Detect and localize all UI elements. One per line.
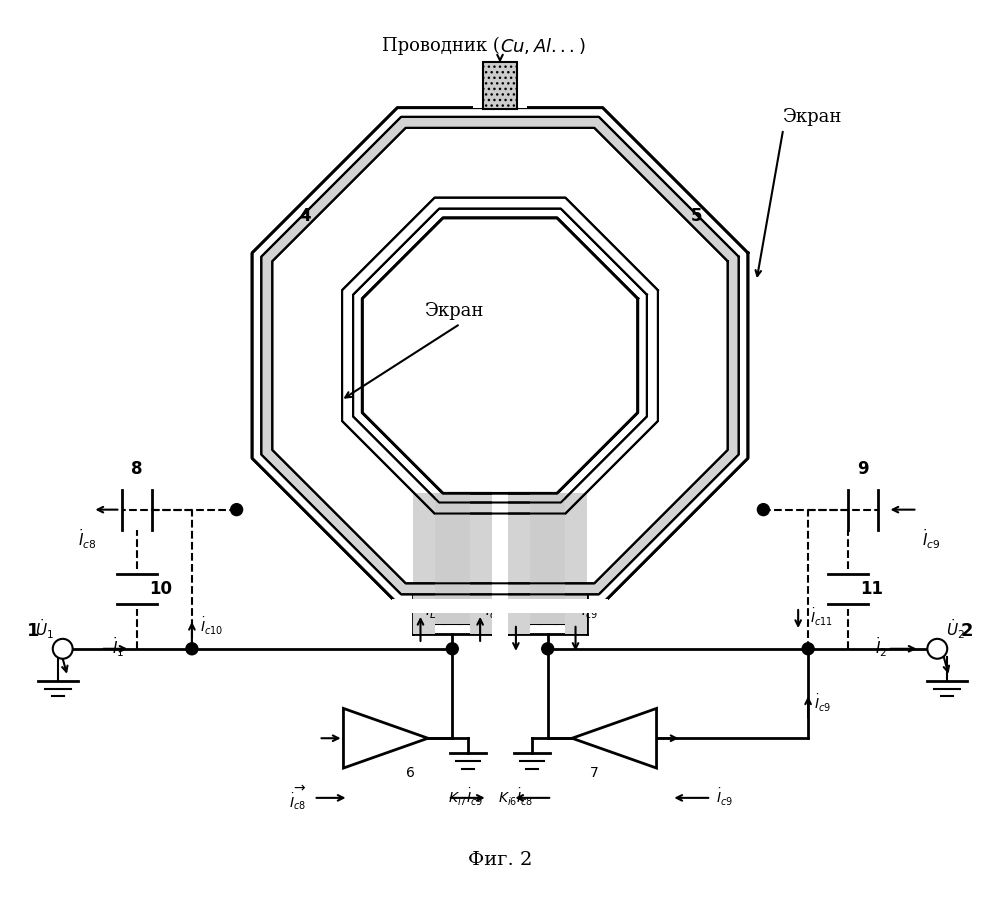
Text: 3: 3 — [554, 529, 565, 547]
Polygon shape — [343, 709, 428, 768]
Polygon shape — [508, 493, 530, 634]
Polygon shape — [272, 128, 728, 584]
Text: 2: 2 — [961, 622, 973, 640]
Text: $\dot{I}_{c8}$: $\dot{I}_{c8}$ — [78, 528, 97, 551]
Polygon shape — [492, 483, 508, 673]
Text: $K_{i7}\dot{I}_{c9}$: $K_{i7}\dot{I}_{c9}$ — [448, 787, 483, 808]
Polygon shape — [413, 493, 435, 634]
Text: 10: 10 — [149, 580, 172, 598]
Text: $Cu, Al...$): $Cu, Al...$) — [500, 35, 586, 55]
Text: $\dot{I}_2$: $\dot{I}_2$ — [875, 635, 888, 659]
Text: 11: 11 — [860, 580, 883, 598]
Text: 6: 6 — [406, 766, 414, 780]
Text: Экран: Экран — [425, 302, 485, 319]
Text: Экран: Экран — [783, 108, 843, 126]
Polygon shape — [342, 197, 658, 513]
Text: $\dot{I}_{c10}$: $\dot{I}_{c10}$ — [200, 616, 223, 637]
Polygon shape — [392, 598, 608, 614]
Polygon shape — [470, 493, 492, 634]
Text: $\dot{U}_2$: $\dot{U}_2$ — [946, 617, 965, 641]
Circle shape — [927, 639, 947, 659]
Text: 9: 9 — [857, 460, 869, 478]
Text: 3: 3 — [458, 529, 470, 547]
Text: $+K_{i6}$: $+K_{i6}$ — [362, 720, 390, 736]
Polygon shape — [261, 117, 739, 595]
Polygon shape — [353, 209, 647, 502]
Text: 4: 4 — [300, 207, 311, 225]
Polygon shape — [565, 493, 587, 634]
Text: $\dot{I}_{c11}$: $\dot{I}_{c11}$ — [810, 606, 833, 627]
Text: Фиг. 2: Фиг. 2 — [468, 852, 532, 870]
Circle shape — [53, 639, 73, 659]
Text: $\dot{I}_{c9}$: $\dot{I}_{c9}$ — [716, 787, 733, 808]
Circle shape — [802, 643, 814, 654]
Polygon shape — [435, 493, 470, 624]
Polygon shape — [530, 493, 565, 624]
Text: $\dot{I}_{L}$: $\dot{I}_{L}$ — [496, 597, 508, 621]
Text: $\dot{U}_1$: $\dot{U}_1$ — [35, 617, 54, 641]
Text: 5: 5 — [691, 207, 702, 225]
Text: 1: 1 — [27, 622, 39, 640]
Circle shape — [542, 643, 554, 654]
Text: Проводник (: Проводник ( — [382, 36, 500, 54]
Text: 7: 7 — [589, 766, 598, 780]
Circle shape — [231, 504, 243, 516]
Polygon shape — [572, 709, 657, 768]
Text: $\dot{I}_{c9}$: $\dot{I}_{c9}$ — [922, 528, 941, 551]
Text: $\dot{I}_{L}$: $\dot{I}_{L}$ — [425, 597, 437, 621]
Polygon shape — [483, 62, 517, 110]
Text: $\overrightarrow{\dot{I}_{c8}}$: $\overrightarrow{\dot{I}_{c8}}$ — [289, 784, 306, 813]
Circle shape — [757, 504, 769, 516]
Text: $\dot{I}_1$: $\dot{I}_1$ — [112, 635, 125, 659]
Text: $+K_{i7}$: $+K_{i7}$ — [610, 720, 638, 736]
Polygon shape — [272, 128, 728, 584]
Text: $\dot{I}_{c8}$: $\dot{I}_{c8}$ — [485, 600, 502, 621]
Text: $\dot{I}_{c9}$: $\dot{I}_{c9}$ — [581, 600, 598, 621]
Text: $\dot{I}_{c9}$: $\dot{I}_{c9}$ — [814, 693, 831, 714]
Polygon shape — [473, 89, 527, 108]
Circle shape — [186, 643, 198, 654]
Text: $K_{i6}\dot{I}_{c8}$: $K_{i6}\dot{I}_{c8}$ — [498, 787, 533, 808]
Text: 8: 8 — [131, 460, 143, 478]
Circle shape — [446, 643, 458, 654]
